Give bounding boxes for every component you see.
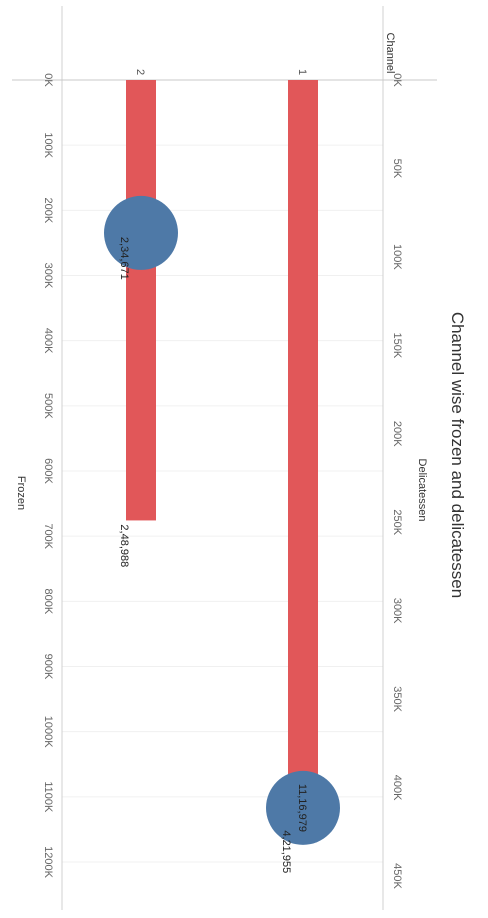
- delicatessen-tick-label: 400K: [391, 775, 403, 801]
- frozen-tick-label: 400K: [42, 328, 54, 354]
- frozen-tick-label: 200K: [42, 197, 54, 223]
- frozen-data-label: 2,34,671: [118, 237, 130, 280]
- frozen-tick-label: 700K: [42, 523, 54, 549]
- delicatessen-data-label: 4,21,955: [280, 830, 292, 873]
- frozen-tick-label: 1100K: [42, 781, 54, 813]
- delicatessen-tick-label: 100K: [391, 244, 403, 270]
- frozen-tick-label: 900K: [42, 654, 54, 680]
- channel-label: 2: [134, 69, 146, 75]
- frozen-tick-label: 500K: [42, 393, 54, 419]
- chart-marks: 4,21,955 2,48,988 11,16,979 2,34,671: [104, 80, 340, 873]
- frozen-tick-label: 0K: [42, 73, 54, 87]
- frozen-tick-label: 1000K: [42, 716, 54, 748]
- frozen-tick-label: 300K: [42, 263, 54, 289]
- delicatessen-data-label: 2,48,988: [118, 524, 130, 567]
- frozen-tick-label: 800K: [42, 588, 54, 614]
- delicatessen-tick-label: 200K: [391, 421, 403, 447]
- delicatessen-bar: [288, 80, 318, 826]
- delicatessen-tick-label: 250K: [391, 509, 403, 535]
- frozen-tick-label: 600K: [42, 458, 54, 484]
- channel-axis-title: Channel: [384, 33, 396, 74]
- delicatessen-axis: 0K 50K 100K 150K 200K 250K 300K 350K 400K 450K: [391, 73, 403, 889]
- delicatessen-axis-title: Delicatessen: [416, 459, 428, 522]
- frozen-tick-label: 1200K: [42, 846, 54, 878]
- frozen-data-label: 11,16,979: [296, 784, 308, 832]
- delicatessen-tick-label: 0K: [391, 73, 403, 87]
- delicatessen-tick-label: 450K: [391, 863, 403, 889]
- plot-frame: [12, 6, 437, 910]
- channel-labels: 12: [134, 69, 308, 75]
- chart-title: Channel wise frozen and delicatessen: [448, 312, 467, 598]
- delicatessen-tick-label: 300K: [391, 598, 403, 624]
- delicatessen-tick-label: 50K: [391, 159, 403, 179]
- channel-label: 1: [296, 69, 308, 75]
- frozen-tick-label: 100K: [42, 132, 54, 158]
- frozen-axis: 0K 100K 200K 300K 400K 500K 600K 700K 800K 900K 10…: [42, 73, 54, 878]
- delicatessen-tick-label: 350K: [391, 686, 403, 712]
- frozen-circle: [104, 196, 178, 270]
- frozen-axis-title: Frozen: [15, 476, 27, 510]
- delicatessen-tick-label: 150K: [391, 332, 403, 358]
- delicatessen-bar: [126, 80, 156, 520]
